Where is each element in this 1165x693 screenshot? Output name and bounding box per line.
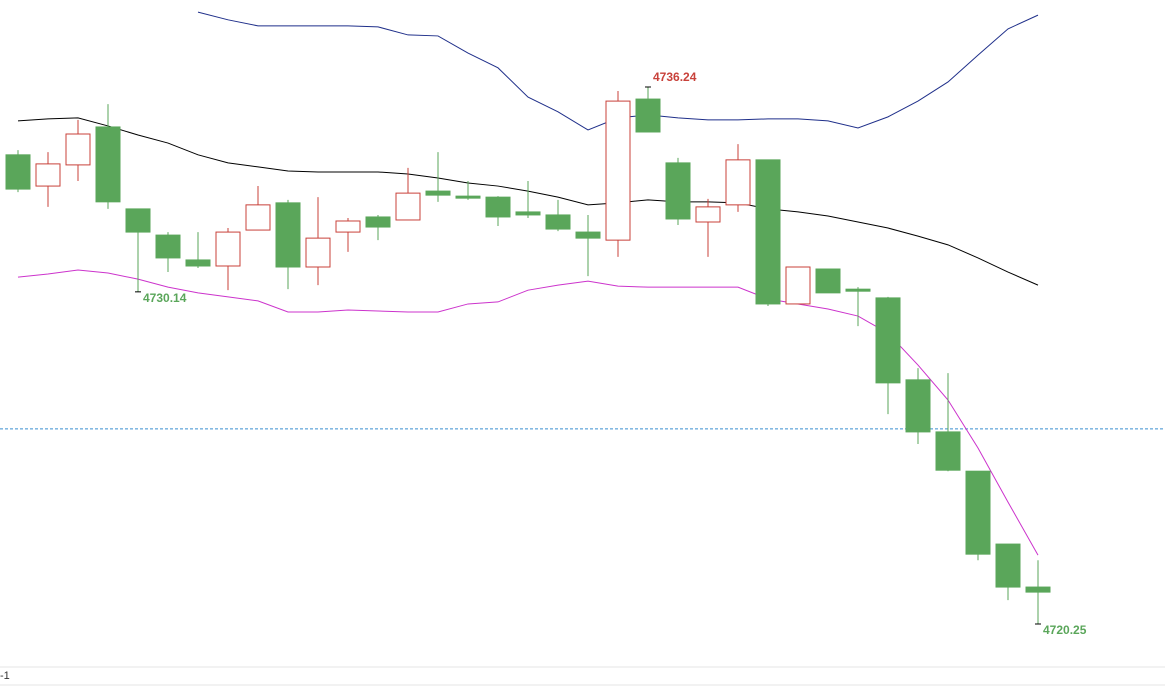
extreme-label: 4720.25 [1043, 623, 1087, 637]
candle-body [515, 211, 541, 216]
candle-body [395, 192, 421, 221]
candle-body [635, 98, 661, 133]
candle-body [545, 214, 571, 230]
candle-body [785, 266, 811, 305]
candle-body [1025, 586, 1051, 593]
candle-body [605, 100, 631, 241]
candle-body [575, 231, 601, 239]
candle-body [65, 133, 91, 166]
candle-body [755, 159, 781, 305]
candle-body [665, 162, 691, 220]
candle-body [365, 216, 391, 228]
candle-body [275, 202, 301, 268]
candle-body [215, 231, 241, 267]
candle-body [695, 206, 721, 223]
candle-body [455, 195, 481, 199]
candle-body [965, 470, 991, 555]
candle-body [245, 204, 271, 231]
candle-body [725, 159, 751, 206]
extreme-label: 4730.14 [143, 291, 187, 305]
candle-body [875, 297, 901, 384]
candle-body [35, 163, 61, 187]
candle-body [305, 237, 331, 268]
extreme-label: 4736.24 [653, 70, 697, 84]
candle-body [335, 220, 361, 233]
candle-body [845, 288, 871, 292]
candle-body [905, 379, 931, 433]
band-line [17, 269, 1039, 556]
candle-body [185, 259, 211, 267]
candle-body [5, 154, 31, 190]
candle-body [425, 190, 451, 196]
candle-body [995, 543, 1021, 588]
candle-body [155, 234, 181, 259]
candle-body [935, 431, 961, 471]
candle-body [95, 126, 121, 203]
candle-body [125, 208, 151, 233]
candle-body [485, 196, 511, 218]
bottom-label: -1 [0, 670, 10, 682]
candle-body [815, 268, 841, 294]
